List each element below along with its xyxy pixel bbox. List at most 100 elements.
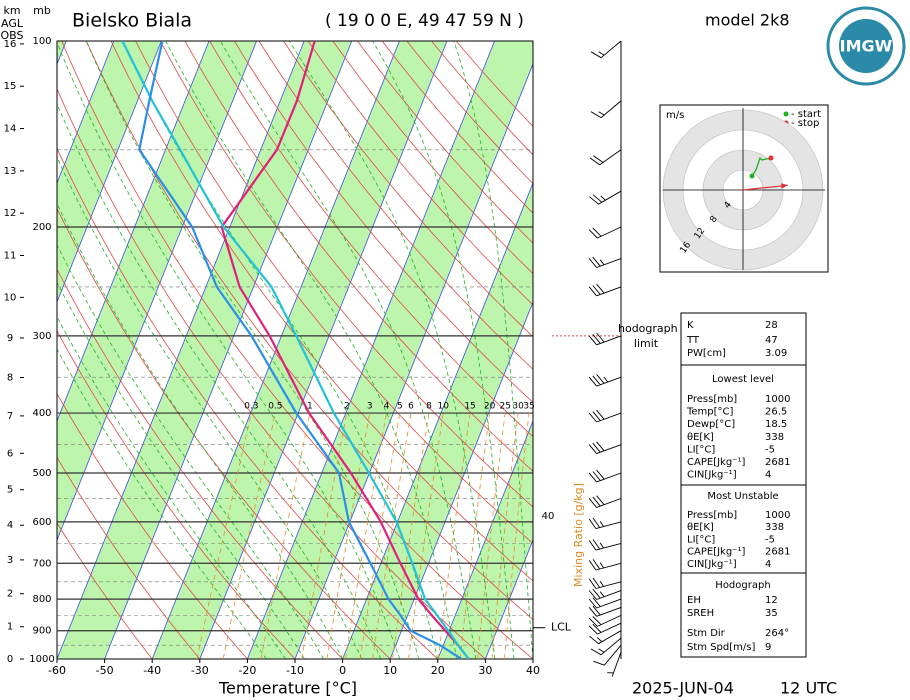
km-tick-label: 14 — [4, 124, 17, 135]
mixing-ratio-line — [459, 413, 491, 659]
km-tick-label: 1 — [7, 622, 13, 633]
moist-adiabat — [85, 41, 420, 659]
index-value: 3.09 — [765, 348, 787, 359]
wind-barb — [588, 256, 622, 268]
x-tick-label: -40 — [143, 664, 161, 677]
index-name: θE[K] — [687, 522, 714, 533]
mixing-ratio-label: 2 — [344, 402, 350, 412]
index-value: 264° — [765, 628, 789, 639]
x-tick-label: 20 — [431, 664, 445, 677]
km-tick-label: 0 — [7, 654, 13, 665]
index-value: 35 — [765, 608, 778, 619]
isotherm — [57, 41, 210, 423]
mixing-ratio-line — [477, 413, 506, 659]
logo-core — [839, 19, 893, 73]
moist-adiabat — [57, 103, 382, 659]
index-value: 2681 — [765, 457, 790, 468]
km-tick-label: 9 — [7, 333, 13, 344]
wind-barb — [588, 622, 622, 635]
hodo-start — [749, 173, 755, 179]
x-tick-label: -30 — [191, 664, 209, 677]
stop-label: - stop — [791, 118, 819, 129]
index-name: TT — [686, 335, 700, 346]
wind-barb — [588, 374, 622, 387]
mixing-ratio-line — [301, 413, 348, 659]
index-name: Press[mb] — [687, 510, 737, 521]
index-name: Stm Dir — [687, 628, 726, 639]
hodo-stop — [768, 155, 774, 161]
mixing-ratio-line — [222, 413, 276, 659]
storm-motion — [742, 184, 788, 191]
wind-barb — [589, 630, 622, 645]
index-name: CIN[Jkg⁻¹] — [687, 470, 737, 481]
mixing-ratio-label: 25 — [499, 402, 510, 412]
index-name: CAPE[Jkg⁻¹] — [687, 547, 745, 558]
coords: ( 19 0 0 E, 49 47 59 N ) — [325, 11, 524, 31]
mixing-ratio-label: 20 — [484, 402, 496, 412]
wind-barb — [588, 283, 622, 297]
index-name: PW[cm] — [687, 348, 726, 359]
isotherm — [485, 538, 533, 659]
mixing-ratio-label: 1 — [307, 402, 313, 412]
mixing-ratio-label: 0.3 — [244, 402, 258, 412]
x-axis-title: Temperature [°C] — [218, 679, 357, 698]
index-value: 1000 — [765, 394, 790, 405]
index-name: EH — [687, 595, 701, 606]
index-name: K — [687, 320, 694, 331]
km-tick-label: 10 — [4, 292, 17, 303]
mixing-ratio-line — [491, 413, 519, 659]
km-tick-label: 3 — [7, 555, 13, 566]
moist-adiabat — [57, 156, 362, 659]
y-tick-label: 800 — [32, 594, 51, 605]
mixing-ratio-line — [504, 413, 530, 659]
mb-label: mb — [33, 4, 51, 17]
mixing-ratio-line — [392, 413, 430, 659]
mixing-ratio-label: 30 — [512, 402, 524, 412]
mixing-ratio-label: 15 — [464, 402, 475, 412]
dry-adiabat — [233, 41, 533, 403]
dry-adiabat — [61, 41, 533, 659]
index-value: 47 — [765, 335, 778, 346]
storm-motion-head — [781, 183, 788, 189]
section-title: Most Unstable — [707, 491, 778, 502]
wind-barb — [588, 495, 622, 508]
index-value: 4 — [765, 559, 771, 570]
mixing-ratio-line — [438, 413, 471, 659]
isotherm — [57, 41, 115, 185]
mixing-ratio-label: 35 — [523, 402, 534, 412]
x-tick-label: 0 — [339, 664, 346, 677]
wind-barb — [588, 539, 622, 551]
index-value: 2681 — [765, 547, 790, 558]
index-name: Press[mb] — [687, 394, 737, 405]
x-tick-label: -20 — [238, 664, 256, 677]
hodo-ring-label: 4 — [723, 200, 735, 211]
wind-barb — [593, 644, 622, 666]
y-tick-label: 100 — [32, 36, 51, 47]
wind-barb — [588, 559, 622, 571]
index-name: Stm Spd[m/s] — [687, 642, 755, 653]
dry-adiabat — [159, 41, 533, 508]
mixing-ratio-line — [359, 413, 401, 659]
wind-barb — [589, 149, 622, 166]
hodograph-limit-label: hodograph limit — [618, 322, 678, 350]
start-label: - start — [791, 109, 821, 120]
y-tick-label: 400 — [32, 408, 51, 419]
km-tick-label: 13 — [4, 166, 17, 177]
index-value: 18.5 — [765, 419, 787, 430]
index-value: 4 — [765, 470, 771, 481]
isotherm — [199, 41, 448, 659]
km-label: km — [3, 4, 20, 17]
isotherm — [57, 41, 162, 304]
index-name: CAPE[Jkg⁻¹] — [687, 457, 745, 468]
index-value: 338 — [765, 432, 784, 443]
mixing-ratio-label: 5 — [397, 402, 403, 412]
km-tick-label: 15 — [4, 81, 17, 92]
mixing-ratio-label: 8 — [426, 402, 432, 412]
hodo-ring-label: 8 — [708, 214, 720, 225]
y-tick-label: 500 — [32, 468, 51, 479]
mixing-ratio-line — [260, 413, 311, 659]
start-dot — [783, 111, 789, 117]
wind-barb — [590, 40, 622, 59]
